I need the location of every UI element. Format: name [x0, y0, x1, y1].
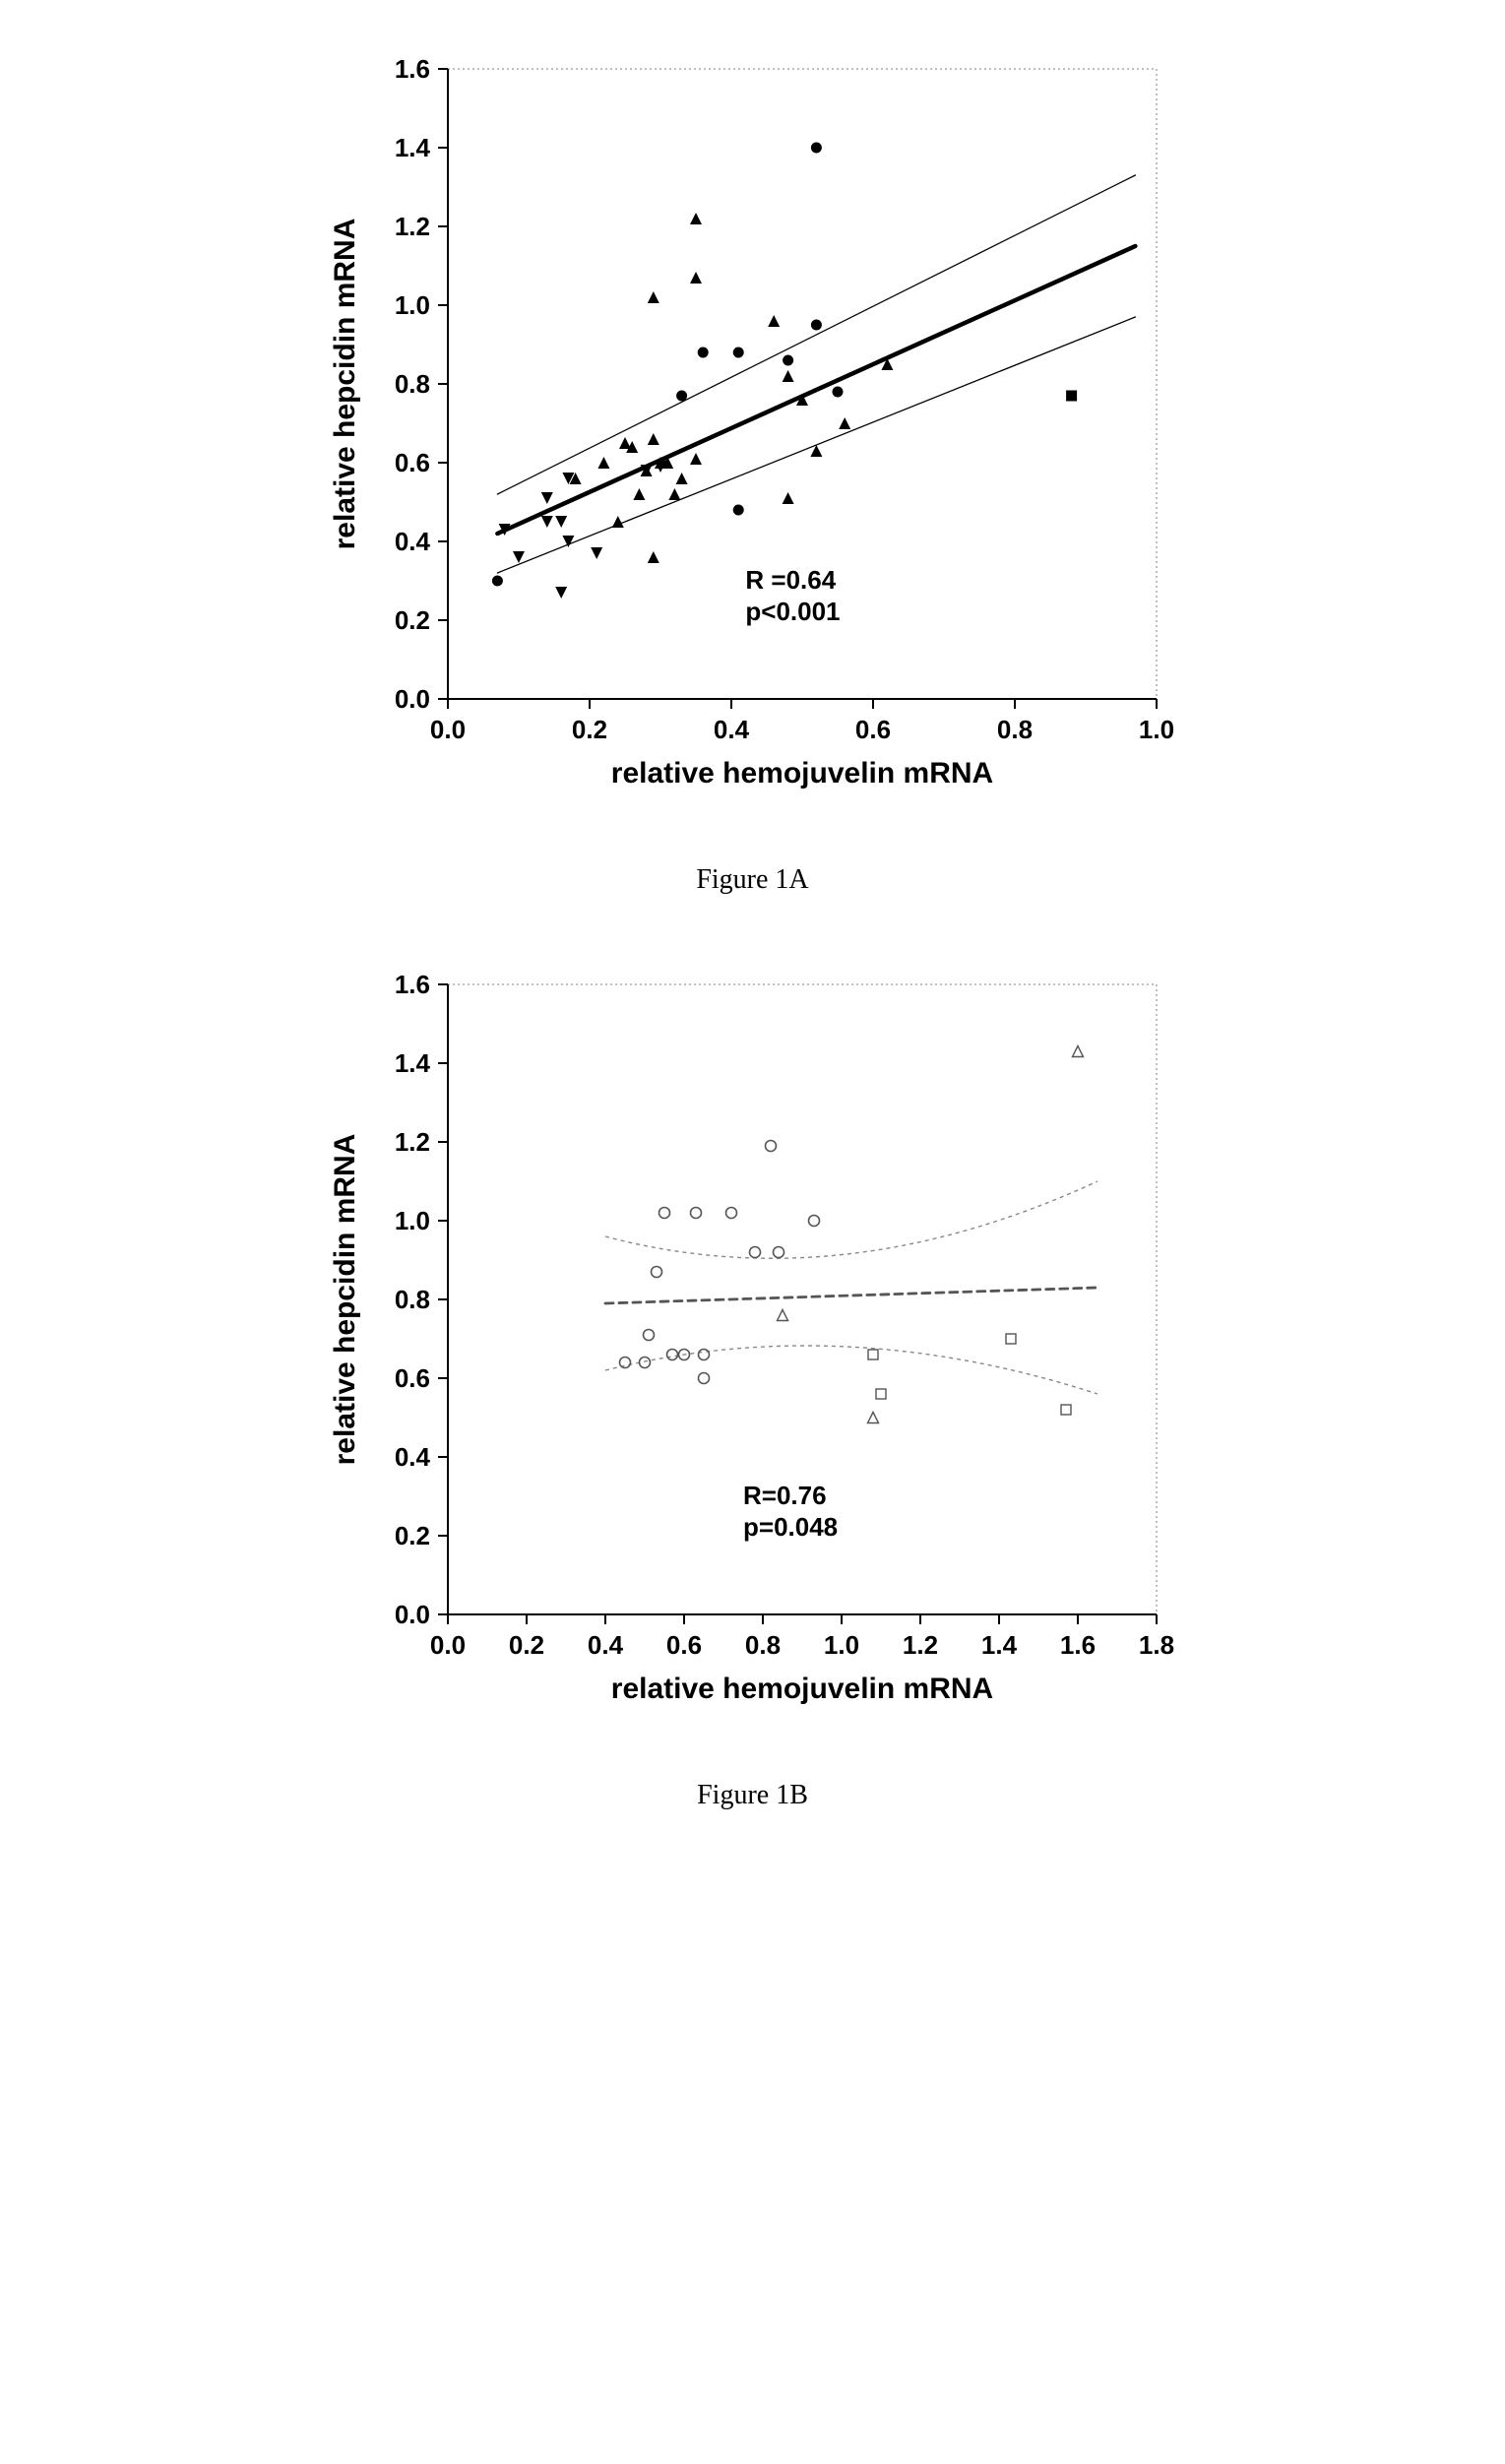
svg-text:0.0: 0.0: [429, 715, 465, 744]
svg-text:0.2: 0.2: [394, 1521, 429, 1550]
svg-text:1.6: 1.6: [394, 970, 429, 999]
svg-text:0.8: 0.8: [996, 715, 1032, 744]
svg-text:relative hemojuvelin mRNA: relative hemojuvelin mRNA: [610, 1673, 992, 1705]
svg-text:1.2: 1.2: [394, 1127, 429, 1157]
svg-text:p=0.048: p=0.048: [743, 1512, 838, 1542]
svg-text:1.0: 1.0: [394, 1206, 429, 1235]
figure-1a: 0.0 0.2 0.4 0.6 0.8 1.0 0.0 0.2 0.4 0.6 0.8 1.0 1.2 1…: [300, 39, 1206, 896]
svg-text:1.0: 1.0: [1138, 715, 1173, 744]
svg-text:0.2: 0.2: [394, 605, 429, 635]
svg-text:0.2: 0.2: [571, 715, 606, 744]
svg-text:0.6: 0.6: [854, 715, 890, 744]
svg-text:1.6: 1.6: [394, 54, 429, 84]
scatter-chart-a: 0.0 0.2 0.4 0.6 0.8 1.0 0.0 0.2 0.4 0.6 0.8 1.0 1.2 1…: [300, 39, 1206, 847]
svg-text:1.4: 1.4: [394, 1048, 430, 1078]
svg-text:0.6: 0.6: [394, 448, 429, 477]
svg-text:0.0: 0.0: [394, 684, 429, 714]
svg-text:relative hepcidin mRNA: relative hepcidin mRNA: [329, 1134, 361, 1466]
svg-text:0.6: 0.6: [394, 1363, 429, 1393]
svg-text:0.4: 0.4: [394, 1442, 430, 1472]
svg-text:1.2: 1.2: [902, 1630, 937, 1660]
svg-text:1.6: 1.6: [1059, 1630, 1095, 1660]
svg-text:0.4: 0.4: [587, 1630, 623, 1660]
svg-text:relative hemojuvelin mRNA: relative hemojuvelin mRNA: [610, 757, 992, 790]
svg-text:0.0: 0.0: [429, 1630, 465, 1660]
svg-text:0.2: 0.2: [508, 1630, 543, 1660]
svg-text:1.0: 1.0: [394, 290, 429, 320]
svg-text:0.6: 0.6: [665, 1630, 701, 1660]
svg-text:R =0.64: R =0.64: [745, 565, 836, 595]
figure-1b: 0.0 0.2 0.4 0.6 0.8 1.0 1.2 1.4 1.6 1.8 0.0 0.2 0.4 0…: [300, 955, 1206, 1811]
svg-text:1.8: 1.8: [1138, 1630, 1173, 1660]
figure-b-caption: Figure 1B: [697, 1780, 808, 1811]
scatter-chart-b: 0.0 0.2 0.4 0.6 0.8 1.0 1.2 1.4 1.6 1.8 0.0 0.2 0.4 0…: [300, 955, 1206, 1762]
svg-text:0.4: 0.4: [713, 715, 749, 744]
svg-text:R=0.76: R=0.76: [743, 1481, 827, 1510]
svg-text:0.4: 0.4: [394, 527, 430, 556]
svg-text:relative hepcidin mRNA: relative hepcidin mRNA: [329, 219, 361, 550]
svg-text:p<0.001: p<0.001: [745, 597, 840, 626]
svg-text:1.4: 1.4: [980, 1630, 1017, 1660]
svg-text:1.4: 1.4: [394, 133, 430, 162]
svg-text:1.2: 1.2: [394, 212, 429, 241]
figure-a-caption: Figure 1A: [696, 864, 808, 896]
svg-text:0.8: 0.8: [744, 1630, 780, 1660]
svg-text:1.0: 1.0: [823, 1630, 858, 1660]
svg-text:0.0: 0.0: [394, 1600, 429, 1629]
svg-text:0.8: 0.8: [394, 369, 429, 399]
svg-text:0.8: 0.8: [394, 1285, 429, 1314]
